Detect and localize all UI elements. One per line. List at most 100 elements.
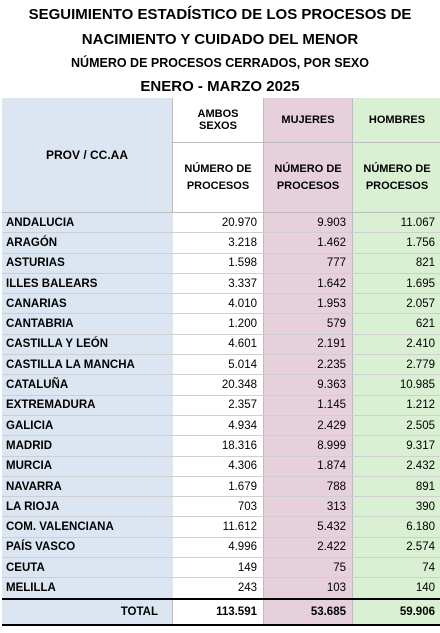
- row-mujeres: 1.462: [263, 232, 353, 254]
- table-row: CANTABRIA 1.200 579 621: [2, 313, 440, 335]
- row-mujeres: 75: [263, 557, 353, 579]
- table-row: NAVARRA 1.679 788 891: [2, 476, 440, 498]
- row-name: ANDALUCIA: [2, 212, 173, 234]
- total-row: TOTAL 113.591 53.685 59.906: [2, 597, 440, 626]
- row-hombres: 11.067: [352, 212, 440, 234]
- row-hombres: 74: [352, 557, 440, 579]
- row-ambos: 4.010: [172, 293, 264, 315]
- row-name: COM. VALENCIANA: [2, 516, 173, 538]
- table-row: EXTREMADURA 2.357 1.145 1.212: [2, 395, 440, 416]
- row-mujeres: 9.903: [263, 212, 353, 234]
- table-row: GALICIA 4.934 2.429 2.505: [2, 415, 440, 437]
- table-row: MURCIA 4.306 1.874 2.432: [2, 456, 440, 477]
- row-name: EXTREMADURA: [2, 395, 173, 416]
- row-name: MURCIA: [2, 456, 173, 477]
- table-row: ILLES BALEARS 3.337 1.642 1.695: [2, 273, 440, 295]
- row-ambos: 20.970: [172, 212, 264, 234]
- subheader-ambos: NÚMERO DE PROCESOS: [172, 142, 264, 213]
- row-ambos: 1.598: [172, 253, 264, 274]
- row-hombres: 1.695: [352, 273, 440, 295]
- row-ambos: 2.357: [172, 395, 264, 416]
- subtitle: NÚMERO DE PROCESOS CERRADOS, POR SEXO: [71, 56, 369, 70]
- statistics-table: PROV / CC.AA AMBOS SEXOS MUJERES HOMBRES…: [2, 98, 440, 626]
- row-hombres: 821: [352, 253, 440, 274]
- subheader-line1: NÚMERO DE: [363, 163, 431, 175]
- row-name: ILLES BALEARS: [2, 273, 173, 295]
- subheader-line1: NÚMERO DE: [184, 163, 252, 175]
- row-name: LA RIOJA: [2, 496, 173, 518]
- row-mujeres: 2.429: [263, 415, 353, 437]
- header-ambos-line1: AMBOS: [197, 108, 239, 120]
- row-ambos: 20.348: [172, 374, 264, 396]
- row-ambos: 1.200: [172, 313, 264, 335]
- subheader-line1: NÚMERO DE: [274, 163, 342, 175]
- row-hombres: 2.779: [352, 354, 440, 376]
- row-ambos: 149: [172, 557, 264, 579]
- header-prov: PROV / CC.AA: [2, 98, 173, 213]
- row-hombres: 9.317: [352, 435, 440, 457]
- table-row: CATALUÑA 20.348 9.363 10.985: [2, 374, 440, 396]
- total-ambos: 113.591: [172, 597, 264, 626]
- table-row: ARAGÓN 3.218 1.462 1.756: [2, 232, 440, 254]
- row-hombres: 2.505: [352, 415, 440, 437]
- title-line-1: SEGUIMIENTO ESTADÍSTICO DE LOS PROCESOS …: [28, 6, 412, 23]
- row-ambos: 4.601: [172, 334, 264, 356]
- row-hombres: 2.410: [352, 334, 440, 356]
- row-name: ASTURIAS: [2, 253, 173, 274]
- row-ambos: 18.316: [172, 435, 264, 457]
- row-name: ARAGÓN: [2, 232, 173, 254]
- table-row: MELILLA 243 103 140: [2, 577, 440, 600]
- table-row: CEUTA 149 75 74: [2, 557, 440, 579]
- subheader-line2: PROCESOS: [365, 180, 429, 192]
- subheader-mujeres: NÚMERO DE PROCESOS: [263, 142, 353, 213]
- row-ambos: 703: [172, 496, 264, 518]
- total-hombres: 59.906: [352, 597, 440, 626]
- row-ambos: 4.306: [172, 456, 264, 477]
- table-row: COM. VALENCIANA 11.612 5.432 6.180: [2, 516, 440, 538]
- row-mujeres: 2.422: [263, 537, 353, 559]
- row-hombres: 2.574: [352, 537, 440, 559]
- row-mujeres: 2.191: [263, 334, 353, 356]
- table-row: CASTILLA Y LEÓN 4.601 2.191 2.410: [2, 334, 440, 356]
- row-mujeres: 788: [263, 476, 353, 498]
- row-mujeres: 1.145: [263, 395, 353, 416]
- row-hombres: 2.432: [352, 456, 440, 477]
- table-row: LA RIOJA 703 313 390: [2, 496, 440, 518]
- subheader-hombres: NÚMERO DE PROCESOS: [352, 142, 440, 213]
- row-name: CANTABRIA: [2, 313, 173, 335]
- row-name: MELILLA: [2, 577, 173, 600]
- row-name: CASTILLA Y LEÓN: [2, 334, 173, 356]
- row-hombres: 1.756: [352, 232, 440, 254]
- row-mujeres: 2.235: [263, 354, 353, 376]
- title-line-2: NACIMIENTO Y CUIDADO DEL MENOR: [81, 31, 359, 48]
- row-mujeres: 5.432: [263, 516, 353, 538]
- table-row: ANDALUCIA 20.970 9.903 11.067: [2, 212, 440, 234]
- row-name: CASTILLA LA MANCHA: [2, 354, 173, 376]
- row-name: CATALUÑA: [2, 374, 173, 396]
- row-name: CANARIAS: [2, 293, 173, 315]
- subheader-line2: PROCESOS: [186, 180, 250, 192]
- row-ambos: 5.014: [172, 354, 264, 376]
- row-name: MADRID: [2, 435, 173, 457]
- row-name: NAVARRA: [2, 476, 173, 498]
- table-row: CASTILLA LA MANCHA 5.014 2.235 2.779: [2, 354, 440, 376]
- row-hombres: 1.212: [352, 395, 440, 416]
- row-mujeres: 1.642: [263, 273, 353, 295]
- row-mujeres: 1.953: [263, 293, 353, 315]
- row-name: CEUTA: [2, 557, 173, 579]
- row-hombres: 390: [352, 496, 440, 518]
- row-name: GALICIA: [2, 415, 173, 437]
- header-mujeres: MUJERES: [263, 98, 353, 143]
- header-ambos: AMBOS SEXOS: [172, 98, 264, 143]
- total-mujeres: 53.685: [263, 597, 353, 626]
- row-ambos: 1.679: [172, 476, 264, 498]
- subheader-line2: PROCESOS: [276, 180, 340, 192]
- header-hombres: HOMBRES: [352, 98, 440, 143]
- row-ambos: 3.337: [172, 273, 264, 295]
- table-row: PAÍS VASCO 4.996 2.422 2.574: [2, 537, 440, 559]
- row-ambos: 11.612: [172, 516, 264, 538]
- row-hombres: 891: [352, 476, 440, 498]
- row-mujeres: 1.874: [263, 456, 353, 477]
- row-mujeres: 9.363: [263, 374, 353, 396]
- row-mujeres: 579: [263, 313, 353, 335]
